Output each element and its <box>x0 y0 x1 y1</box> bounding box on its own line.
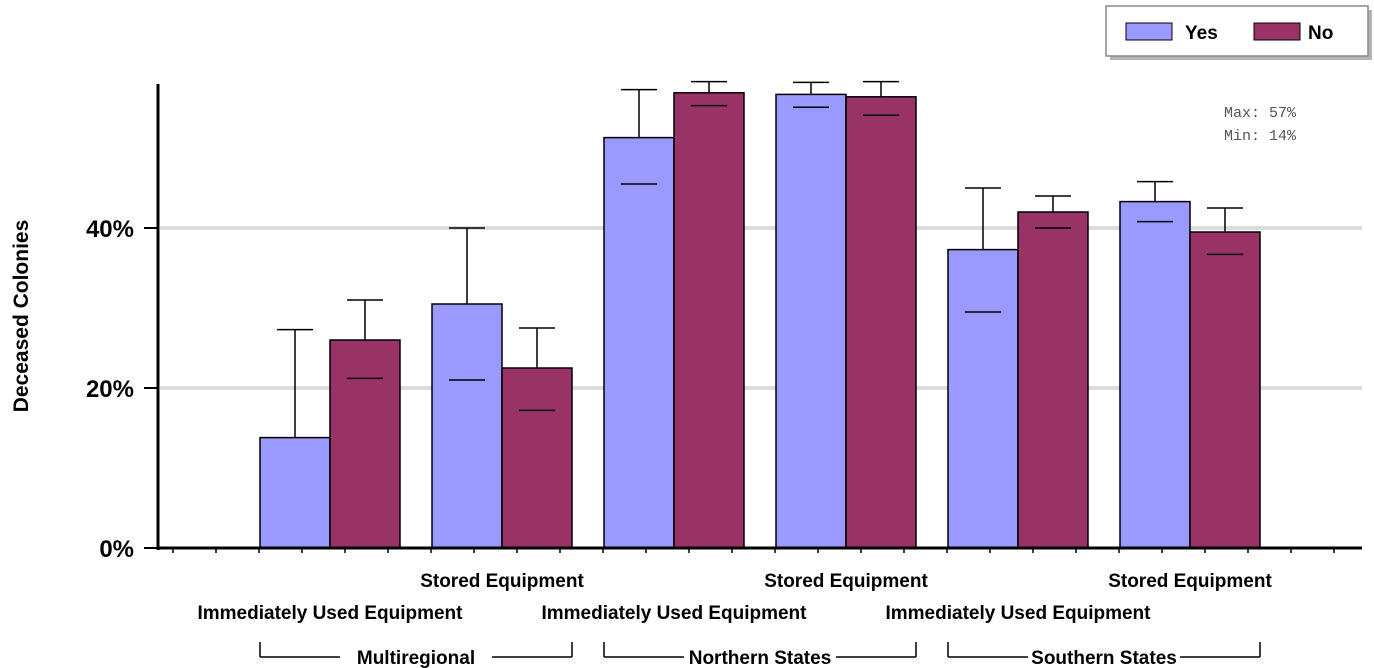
bar-yes <box>775 93 847 549</box>
bar-yes <box>947 248 1019 549</box>
bar-no <box>845 96 917 549</box>
y-axis-label: Deceased Colonies <box>10 220 33 413</box>
y-tick-label: 40% <box>86 216 134 243</box>
bar-no <box>329 339 401 549</box>
min-annotation: Min: 14% <box>1224 128 1297 145</box>
bar-yes <box>259 436 331 549</box>
bar-no <box>673 92 745 549</box>
x-category-label: Immediately Used Equipment <box>197 603 463 624</box>
error-bars <box>277 80 1243 438</box>
group-label: Multiregional <box>357 648 475 668</box>
legend: Yes No <box>1105 5 1372 60</box>
x-category-label: Immediately Used Equipment <box>885 603 1151 624</box>
legend-swatch-yes <box>1125 22 1173 41</box>
bar-no <box>501 367 573 549</box>
y-tick-label: 0% <box>99 536 134 563</box>
group-label: Southern States <box>1031 648 1177 668</box>
x-category-label: Immediately Used Equipment <box>541 603 807 624</box>
max-annotation: Max: 57% <box>1224 105 1297 122</box>
bar-yes <box>603 136 675 549</box>
x-category-label: Stored Equipment <box>1108 571 1272 592</box>
bar-no <box>1017 211 1089 549</box>
group-label: Northern States <box>689 648 832 668</box>
bar-no <box>1189 231 1261 549</box>
x-category-label: Stored Equipment <box>420 571 584 592</box>
legend-swatch-no <box>1253 22 1301 41</box>
x-category-label: Stored Equipment <box>764 571 928 592</box>
legend-label-no: No <box>1308 23 1333 44</box>
bar-yes <box>1119 200 1191 549</box>
labels: 0% 20% 40% Immediately Used Equipment Stored… <box>86 216 1273 668</box>
bars <box>259 92 1261 549</box>
y-tick-label: 20% <box>86 376 134 403</box>
bar-yes <box>431 303 503 549</box>
legend-label-yes: Yes <box>1185 23 1218 44</box>
axes <box>144 84 1362 658</box>
